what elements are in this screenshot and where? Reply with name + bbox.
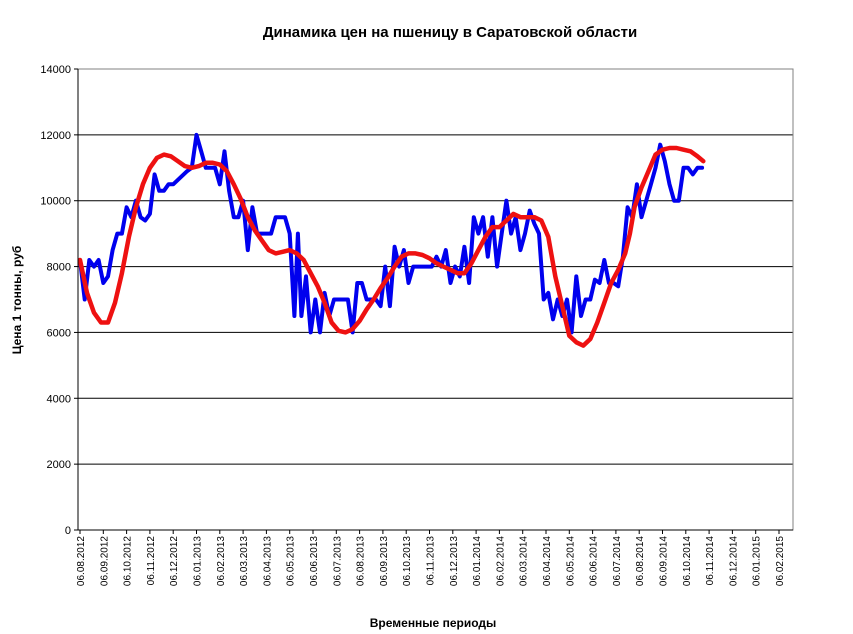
y-tick-label: 4000 bbox=[47, 393, 71, 405]
y-tick-label: 2000 bbox=[47, 459, 71, 471]
x-tick-label: 06.12.2014 bbox=[728, 536, 739, 586]
x-tick-label: 06.01.2015 bbox=[752, 536, 763, 586]
x-tick-label: 06.08.2014 bbox=[635, 536, 646, 586]
y-axis-ticks: 0 2000 4000 6000 8000 10000 12000 14000 bbox=[40, 64, 78, 537]
x-tick-label: 06.04.2014 bbox=[542, 536, 553, 586]
x-tick-label: 06.10.2013 bbox=[402, 536, 413, 586]
x-tick-label: 06.11.2013 bbox=[426, 536, 437, 586]
x-tick-label: 06.11.2014 bbox=[705, 536, 716, 586]
x-tick-label: 06.05.2014 bbox=[565, 536, 576, 586]
x-tick-label: 06.09.2013 bbox=[379, 536, 390, 586]
x-tick-label: 06.08.2013 bbox=[356, 536, 367, 586]
x-axis-ticks: 06.08.2012 06.09.2012 06.10.2012 06.11.2012… bbox=[76, 530, 786, 586]
chart-title: Динамика цен на пшеницу в Саратовской об… bbox=[263, 24, 637, 41]
y-axis-title: Цена 1 тонны, руб bbox=[10, 246, 24, 355]
grid-layer bbox=[78, 68, 793, 465]
x-tick-label: 06.02.2014 bbox=[495, 536, 506, 586]
y-tick-label: 14000 bbox=[40, 64, 71, 76]
y-tick-label: 8000 bbox=[47, 262, 71, 274]
x-tick-label: 06.10.2012 bbox=[123, 536, 134, 586]
plot-area bbox=[77, 68, 794, 531]
x-tick-label: 06.10.2014 bbox=[682, 536, 693, 586]
x-tick-label: 06.02.2013 bbox=[216, 536, 227, 586]
y-tick-label: 12000 bbox=[40, 130, 71, 142]
x-tick-label: 06.04.2013 bbox=[262, 536, 273, 586]
y-tick-label: 6000 bbox=[47, 327, 71, 339]
x-tick-label: 06.08.2012 bbox=[76, 536, 87, 586]
x-tick-label: 06.12.2013 bbox=[449, 536, 460, 586]
y-tick-label: 10000 bbox=[40, 196, 71, 208]
x-tick-label: 06.07.2014 bbox=[612, 536, 623, 586]
x-tick-label: 06.12.2012 bbox=[169, 536, 180, 586]
x-tick-label: 06.03.2014 bbox=[519, 536, 530, 586]
series-line-1 bbox=[78, 132, 705, 335]
x-axis-title: Временные периоды bbox=[370, 616, 496, 630]
series-line-2 bbox=[77, 145, 706, 348]
x-tick-label: 06.09.2014 bbox=[659, 536, 670, 586]
x-tick-label: 06.06.2013 bbox=[309, 536, 320, 586]
x-tick-label: 06.09.2012 bbox=[99, 536, 110, 586]
x-tick-label: 06.05.2013 bbox=[286, 536, 297, 586]
x-tick-label: 06.01.2013 bbox=[193, 536, 204, 586]
x-tick-label: 06.11.2012 bbox=[146, 536, 157, 586]
x-tick-label: 06.06.2014 bbox=[589, 536, 600, 586]
series-layer bbox=[77, 132, 706, 348]
x-tick-label: 06.03.2013 bbox=[239, 536, 250, 586]
x-tick-label: 06.02.2015 bbox=[775, 536, 786, 586]
x-tick-label: 06.07.2013 bbox=[332, 536, 343, 586]
x-tick-label: 06.01.2014 bbox=[472, 536, 483, 586]
y-tick-label: 0 bbox=[65, 525, 71, 537]
